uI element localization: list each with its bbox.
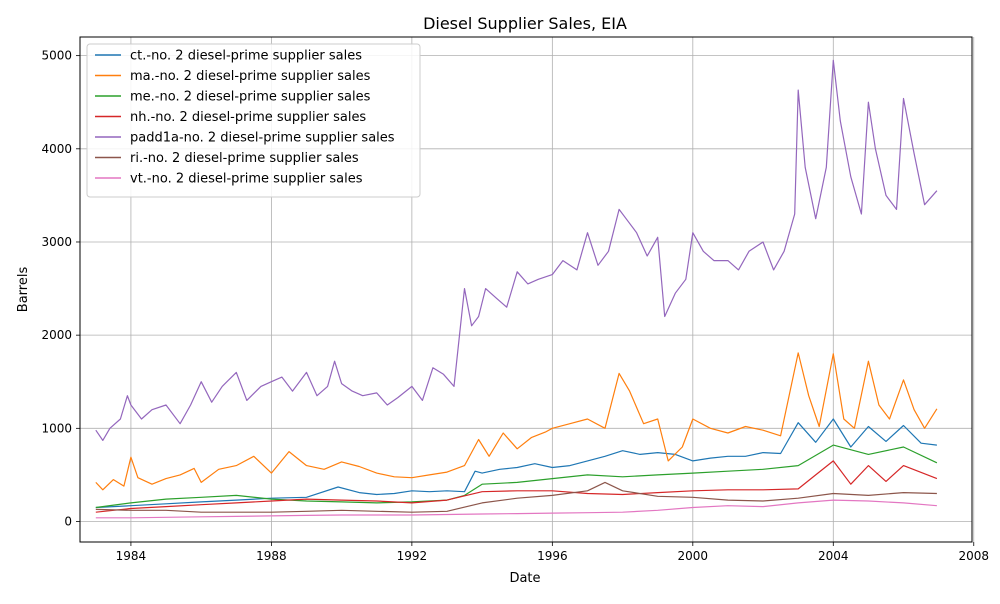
legend-box <box>86 43 421 198</box>
legend-label: ct.-no. 2 diesel-prime supplier sales <box>130 49 362 64</box>
x-tick-label: 1992 <box>397 549 428 563</box>
x-tick-label: 2004 <box>818 549 849 563</box>
y-tick-label: 0 <box>64 515 72 529</box>
x-tick-label: 1984 <box>116 549 147 563</box>
y-tick-label: 3000 <box>41 235 72 249</box>
legend: ct.-no. 2 diesel-prime supplier sales ma.… <box>86 43 421 198</box>
y-tick-label: 1000 <box>41 421 72 435</box>
x-axis-ticks: 1984 1988 1992 1996 2000 2004 2008 <box>116 542 989 563</box>
series-line-3 <box>95 460 938 513</box>
legend-label: vt.-no. 2 diesel-prime supplier sales <box>130 172 363 187</box>
x-tick-label: 1996 <box>537 549 568 563</box>
series-line-1 <box>95 352 938 491</box>
legend-label: ma.-no. 2 diesel-prime supplier sales <box>130 69 371 84</box>
legend-label: me.-no. 2 diesel-prime supplier sales <box>130 90 371 105</box>
series-line-2 <box>95 444 938 509</box>
y-tick-label: 2000 <box>41 328 72 342</box>
y-tick-label: 4000 <box>41 142 72 156</box>
chart-title: Diesel Supplier Sales, EIA <box>423 14 627 33</box>
series-line-5 <box>95 481 937 513</box>
x-axis-label: Date <box>509 571 540 586</box>
series-line-6 <box>95 499 937 519</box>
x-tick-label: 2008 <box>958 549 989 563</box>
series-line-4 <box>95 59 938 441</box>
plot-frame <box>79 36 973 543</box>
legend-label: ri.-no. 2 diesel-prime supplier sales <box>130 151 359 166</box>
series-lines <box>95 59 938 519</box>
x-tick-label: 2000 <box>678 549 709 563</box>
y-axis-label: Barrels <box>16 267 31 313</box>
y-tick-label: 5000 <box>41 49 72 63</box>
legend-label: padd1a-no. 2 diesel-prime supplier sales <box>130 131 395 146</box>
x-tick-label: 1988 <box>256 549 287 563</box>
y-axis-ticks: 0 1000 2000 3000 4000 5000 <box>41 49 80 529</box>
legend-label: nh.-no. 2 diesel-prime supplier sales <box>130 110 366 125</box>
series-line-0 <box>95 418 937 509</box>
